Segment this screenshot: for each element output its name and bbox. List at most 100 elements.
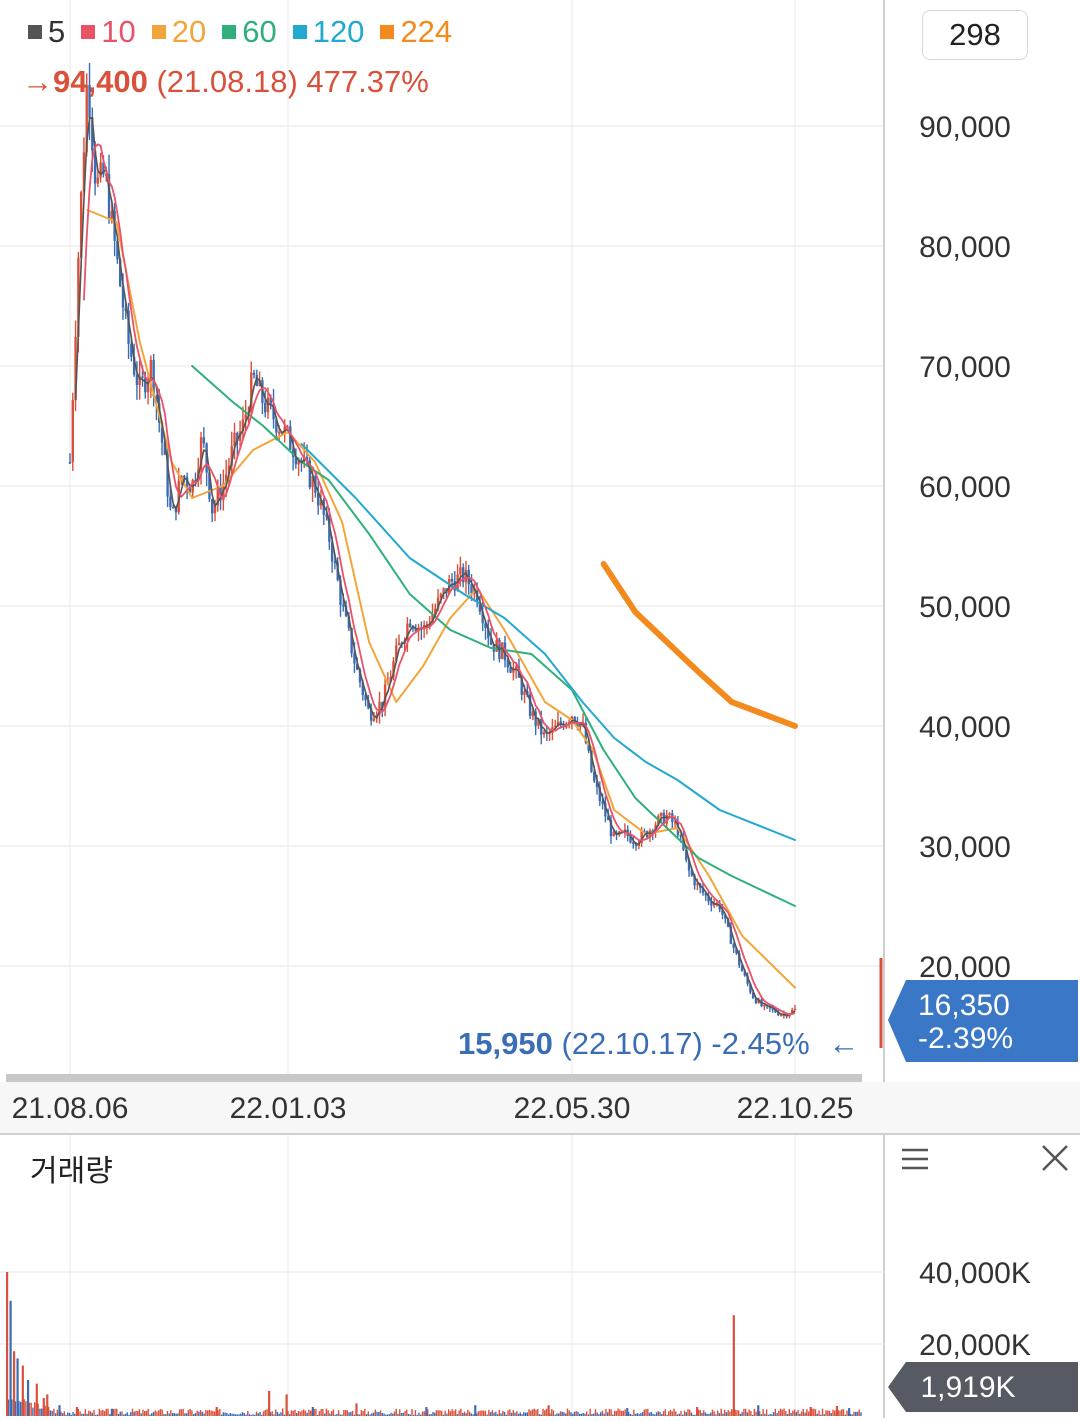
candle-body	[356, 663, 359, 670]
candle-body	[464, 569, 468, 583]
volume-bar	[582, 1412, 584, 1416]
volume-bar	[544, 1410, 546, 1416]
candle-body	[241, 419, 245, 432]
candle-body	[707, 895, 710, 902]
volume-bar	[142, 1409, 144, 1416]
volume-bar	[783, 1408, 785, 1416]
legend-label-ma20: 20	[171, 14, 207, 49]
high-pct: 477.37%	[306, 64, 429, 99]
candle-body	[754, 998, 758, 1004]
volume-bar	[489, 1412, 492, 1416]
volume-title: 거래량	[30, 1155, 113, 1188]
legend-item-ma120[interactable]: 120	[292, 14, 364, 50]
candle-body	[339, 580, 342, 606]
candle-body	[470, 584, 473, 594]
candle-body	[590, 750, 593, 772]
volume-bar	[133, 1411, 135, 1416]
candle-body	[305, 456, 309, 461]
volume-bar	[6, 1272, 9, 1416]
volume-bar	[159, 1409, 162, 1416]
legend-swatch-ma10	[81, 25, 96, 39]
volume-bar	[736, 1410, 738, 1416]
ma-line-120	[300, 443, 796, 841]
candle-body	[690, 870, 694, 876]
volume-bar	[44, 1405, 46, 1416]
volume-bar	[360, 1410, 363, 1416]
volume-bar	[519, 1412, 521, 1416]
volume-bar	[708, 1413, 710, 1416]
volume-bar	[510, 1412, 513, 1416]
volume-bar	[388, 1414, 390, 1416]
menu-icon[interactable]	[900, 1147, 930, 1171]
volume-bar	[402, 1412, 404, 1416]
volume-bar	[199, 1410, 202, 1416]
volume-bar	[493, 1412, 495, 1416]
volume-bar	[647, 1408, 649, 1416]
volume-bar	[367, 1411, 370, 1416]
candle-body	[319, 499, 323, 506]
candle-body	[548, 732, 551, 735]
volume-bar	[696, 1407, 699, 1416]
volume-bar	[89, 1411, 92, 1416]
volume-bar	[255, 1411, 258, 1416]
volume-bar	[851, 1414, 853, 1416]
candle-body	[408, 623, 412, 627]
volume-bar	[222, 1412, 225, 1416]
volume-bar	[308, 1409, 310, 1416]
volume-bar	[538, 1414, 541, 1416]
legend-item-ma5[interactable]: 5	[28, 14, 65, 50]
candle-body	[710, 901, 713, 906]
volume-bar	[105, 1408, 107, 1416]
volume-bar	[627, 1411, 630, 1416]
low-arrow-icon: ←	[828, 1026, 860, 1061]
volume-bar	[135, 1410, 137, 1416]
volume-bar	[849, 1413, 852, 1416]
volume-bar	[163, 1413, 165, 1416]
scale-box[interactable]: 298	[922, 10, 1028, 60]
volume-bar	[337, 1410, 340, 1416]
candle-body	[149, 360, 153, 382]
legend-item-ma224[interactable]: 224	[380, 14, 452, 50]
legend-item-ma10[interactable]: 10	[81, 14, 136, 50]
volume-tick-label: 20,000K	[919, 1329, 1031, 1362]
volume-bar	[248, 1414, 251, 1416]
volume-bar	[461, 1413, 464, 1416]
volume-bar	[641, 1412, 644, 1416]
candle-body	[392, 661, 395, 678]
candle-body	[378, 701, 381, 715]
volume-bar	[219, 1408, 221, 1416]
volume-bar	[107, 1408, 109, 1416]
volume-bar	[673, 1408, 675, 1416]
volume-bar	[484, 1410, 487, 1416]
volume-bar	[580, 1413, 583, 1416]
legend-item-ma20[interactable]: 20	[151, 14, 207, 50]
candle-body	[576, 722, 579, 728]
volume-bar	[453, 1410, 455, 1416]
volume-bar	[701, 1412, 703, 1416]
volume-bar	[240, 1413, 242, 1416]
volume-bar	[827, 1410, 829, 1416]
close-icon[interactable]	[1040, 1143, 1070, 1173]
volume-bar	[12, 1351, 16, 1416]
volume-bar	[516, 1411, 518, 1416]
legend-label-ma10: 10	[101, 14, 136, 49]
candle-body	[414, 628, 417, 632]
volume-bar	[110, 1408, 114, 1416]
volume-bar	[825, 1410, 827, 1416]
candle-body	[609, 820, 613, 837]
candle-body	[146, 381, 150, 393]
candle-body	[729, 926, 733, 944]
volume-bar	[456, 1414, 459, 1416]
volume-bar	[718, 1413, 721, 1416]
volume-bar	[9, 1300, 12, 1416]
volume-bar	[496, 1414, 499, 1416]
volume-bar	[830, 1413, 832, 1416]
volume-bar	[442, 1414, 445, 1416]
candle-body	[308, 460, 312, 488]
x-scrollbar[interactable]	[6, 1074, 862, 1082]
candle-body	[185, 477, 189, 487]
legend-item-ma60[interactable]: 60	[222, 14, 277, 50]
legend-label-ma224: 224	[400, 14, 453, 49]
volume-bar	[500, 1413, 502, 1416]
